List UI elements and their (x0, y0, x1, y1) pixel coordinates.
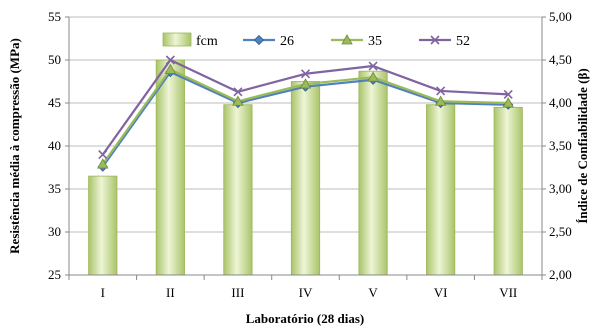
bar (358, 70, 388, 276)
data-point (232, 95, 244, 106)
x-axis-ticks: I II III IV V VI VII (68, 275, 543, 300)
y-tick-label: 50 (48, 52, 61, 67)
data-point (233, 87, 243, 97)
legend-swatch (162, 32, 192, 47)
legend-label: 35 (368, 34, 382, 49)
x-tick-label: VII (499, 285, 517, 300)
data-point (341, 34, 353, 45)
data-point (165, 55, 175, 65)
legend-label: fcm (196, 34, 218, 49)
data-point (434, 95, 447, 106)
y2-axis-ticks: 2,00 2,50 3,00 3,50 4,00 4,50 5,00 (542, 9, 572, 282)
y2-tick-label: 5,00 (549, 9, 572, 24)
data-point (98, 150, 108, 160)
data-point (368, 61, 378, 71)
line-series (97, 55, 514, 172)
y-tick-label: 45 (48, 95, 61, 110)
y2-tick-label: 2,50 (549, 224, 572, 239)
legend: fcm 26 35 52 (162, 32, 470, 49)
legend-label: 52 (456, 34, 470, 49)
data-point (97, 158, 109, 169)
x-tick-label: IV (299, 285, 313, 300)
x-axis-title: Laboratório (28 dias) (246, 311, 364, 326)
y-tick-label: 25 (48, 267, 61, 282)
y-tick-label: 55 (48, 9, 61, 24)
y-axis-ticks: 25 30 35 40 45 50 55 (48, 9, 69, 282)
data-point (502, 97, 514, 108)
bar (223, 104, 253, 276)
data-point (436, 86, 446, 96)
x-tick-label: I (101, 285, 105, 300)
y-tick-label: 35 (48, 181, 61, 196)
data-point (299, 78, 312, 89)
data-point (503, 89, 513, 99)
bar (290, 81, 321, 276)
data-point (367, 71, 379, 82)
x-tick-label: VI (434, 285, 448, 300)
y-tick-label: 30 (48, 224, 61, 239)
bar (493, 106, 523, 276)
legend-label: 26 (280, 34, 294, 49)
data-point (253, 34, 265, 46)
y-tick-label: 40 (48, 138, 61, 153)
y2-tick-label: 3,00 (549, 181, 572, 196)
y2-tick-label: 4,50 (549, 52, 572, 67)
x-tick-label: III (231, 285, 244, 300)
data-point (430, 35, 440, 45)
bar (88, 175, 118, 276)
bar (426, 104, 456, 276)
x-tick-label: V (368, 285, 378, 300)
x-tick-label: II (166, 285, 175, 300)
y2-axis-title: Índice de Confiabilidade (β) (575, 68, 590, 223)
y2-tick-label: 4,00 (549, 95, 572, 110)
data-point (164, 63, 177, 74)
y2-tick-label: 3,50 (549, 138, 572, 153)
y-axis-title: Resistência média à compressão (MPa) (7, 38, 22, 254)
y2-tick-label: 2,00 (549, 267, 572, 282)
data-point (300, 69, 311, 79)
bar (155, 59, 185, 276)
